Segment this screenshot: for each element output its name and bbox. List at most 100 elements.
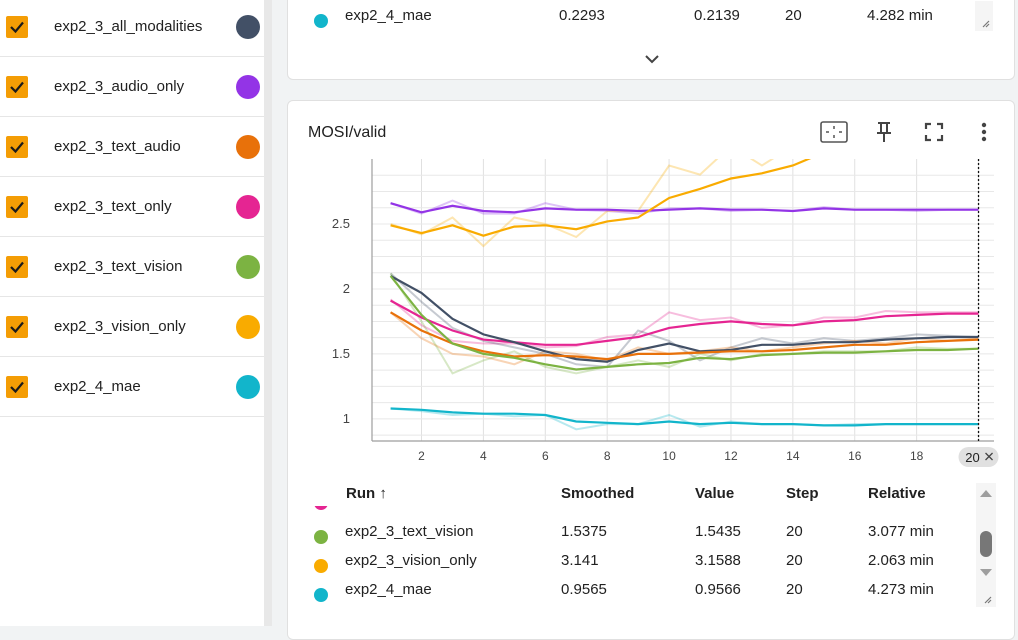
smoothed-series-line[interactable] — [390, 311, 979, 361]
chevron-down-icon[interactable] — [636, 43, 668, 75]
run-label: exp2_3_text_only — [54, 198, 172, 215]
line-chart[interactable]: 2 4 6 8 10 12 14 16 18 1 1.5 2 2.5 20 — [288, 159, 1016, 479]
run-checkbox[interactable] — [6, 75, 28, 98]
relative-time: 4.282 min — [867, 7, 933, 24]
checkmark-icon — [10, 21, 24, 33]
y-tick-label: 2 — [343, 281, 350, 296]
relative-time: 3.077 min — [868, 523, 934, 540]
header-smoothed[interactable]: Smoothed — [561, 485, 635, 502]
table-header: Run ↑ Smoothed Value Step Relative — [288, 485, 988, 513]
relative-time: 2.063 min — [868, 552, 934, 569]
run-color-dot — [314, 588, 328, 602]
step: 20 — [785, 7, 802, 24]
y-tick-label: 2.5 — [332, 216, 350, 231]
scalar-card-mosi-valid: MOSI/valid 2 4 6 8 10 12 14 16 18 1 1.5 2 2.5 20 Run … — [287, 100, 1015, 640]
run-checkbox[interactable] — [6, 135, 28, 158]
y-tick-label: 1 — [343, 411, 350, 426]
raw-series-line[interactable] — [389, 272, 979, 375]
smoothed-series-line[interactable] — [390, 159, 979, 237]
resize-handle-icon — [982, 20, 990, 28]
x-tick-label: 2 — [418, 449, 425, 463]
raw-series-line[interactable] — [389, 272, 979, 368]
smoothed-value: 1.5375 — [561, 523, 607, 540]
table-scrollbar[interactable] — [976, 483, 996, 607]
smoothed-series-line[interactable] — [390, 299, 979, 346]
table-row[interactable]: exp2_3_vision_only 3.141 3.1588 20 2.063 min — [288, 552, 968, 580]
value: 3.1588 — [695, 552, 741, 569]
sidebar-scrollbar[interactable] — [264, 0, 272, 626]
fit-domain-icon[interactable] — [818, 116, 850, 148]
value: 0.9566 — [695, 581, 741, 598]
run-item[interactable]: exp2_3_text_vision — [0, 237, 264, 297]
checkmark-icon — [10, 81, 24, 93]
run-label: exp2_3_audio_only — [54, 78, 185, 95]
run-color-swatch[interactable] — [236, 254, 260, 279]
run-color-swatch[interactable] — [236, 314, 260, 339]
run-item[interactable]: exp2_3_audio_only — [0, 57, 264, 117]
run-checkbox[interactable] — [6, 255, 28, 278]
run-item[interactable]: exp2_3_vision_only — [0, 297, 264, 357]
run-color-swatch[interactable] — [236, 374, 260, 399]
checkmark-icon — [10, 261, 24, 273]
table-row[interactable]: exp2_3_text_vision 1.5375 1.5435 20 3.077 mi… — [288, 523, 968, 551]
checkmark-icon — [10, 141, 24, 153]
run-checkbox[interactable] — [6, 375, 28, 398]
pin-icon[interactable] — [868, 116, 900, 148]
value: 1.5435 — [695, 523, 741, 540]
more-vert-icon[interactable] — [968, 116, 1000, 148]
run-name: exp2_4_mae — [345, 581, 432, 598]
run-item[interactable]: exp2_3_text_audio — [0, 117, 264, 177]
step: 20 — [786, 523, 803, 540]
step-badge — [958, 447, 999, 467]
checkmark-icon — [10, 201, 24, 213]
run-checkbox[interactable] — [6, 195, 28, 218]
run-name: exp2_3_vision_only — [345, 552, 477, 569]
header-run[interactable]: Run ↑ — [346, 485, 387, 502]
run-name: exp2_4_mae — [345, 7, 432, 24]
smoothed-series-line[interactable] — [390, 202, 979, 214]
x-tick-label: 16 — [848, 449, 862, 463]
fullscreen-icon[interactable] — [918, 116, 950, 148]
resize-handle[interactable] — [976, 585, 996, 607]
run-checkbox[interactable] — [6, 15, 28, 38]
scalar-card-previous: exp2_4_mae 0.2293 0.2139 20 4.282 min — [287, 0, 1015, 80]
header-relative[interactable]: Relative — [868, 485, 926, 502]
value: 0.2139 — [694, 7, 740, 24]
run-item[interactable]: exp2_4_mae — [0, 357, 264, 417]
run-color-swatch[interactable] — [236, 194, 260, 219]
series-group — [389, 159, 979, 431]
x-tick-label: 6 — [542, 449, 549, 463]
run-color-swatch[interactable] — [236, 14, 260, 39]
run-color-swatch[interactable] — [236, 134, 260, 159]
table-row[interactable]: exp2_4_mae 0.9565 0.9566 20 4.273 min — [288, 581, 968, 609]
header-step[interactable]: Step — [786, 485, 819, 502]
run-item[interactable]: exp2_3_all_modalities — [0, 0, 264, 57]
smoothed-value: 0.9565 — [561, 581, 607, 598]
raw-series-line[interactable] — [389, 298, 979, 349]
raw-series-line[interactable] — [390, 199, 979, 215]
smoothed-series-line[interactable] — [390, 275, 979, 363]
run-color-swatch[interactable] — [236, 74, 260, 99]
raw-series-line[interactable] — [390, 159, 979, 248]
checkmark-icon — [10, 321, 24, 333]
run-checkbox[interactable] — [6, 315, 28, 338]
checkmark-icon — [10, 381, 24, 393]
header-value[interactable]: Value — [695, 485, 735, 502]
y-tick-label: 1.5 — [332, 346, 350, 361]
table-row[interactable]: exp2_4_mae 0.2293 0.2139 20 4.282 min — [288, 7, 988, 35]
run-name: exp2_3_text_vision — [345, 523, 474, 540]
x-tick-label: 10 — [662, 449, 676, 463]
run-color-dot — [314, 530, 328, 544]
step: 20 — [786, 552, 803, 569]
smoothed-series-line[interactable] — [390, 407, 979, 427]
run-label: exp2_3_text_vision — [54, 258, 183, 275]
card-title: MOSI/valid — [308, 124, 387, 141]
smoothed-series-line[interactable] — [389, 275, 979, 371]
close-icon — [985, 452, 993, 461]
run-item[interactable]: exp2_3_text_only — [0, 177, 264, 237]
run-color-dot — [314, 559, 328, 573]
table-scrollbar[interactable] — [975, 1, 993, 31]
x-tick-label: 18 — [910, 449, 924, 463]
resize-handle-icon — [984, 596, 992, 604]
